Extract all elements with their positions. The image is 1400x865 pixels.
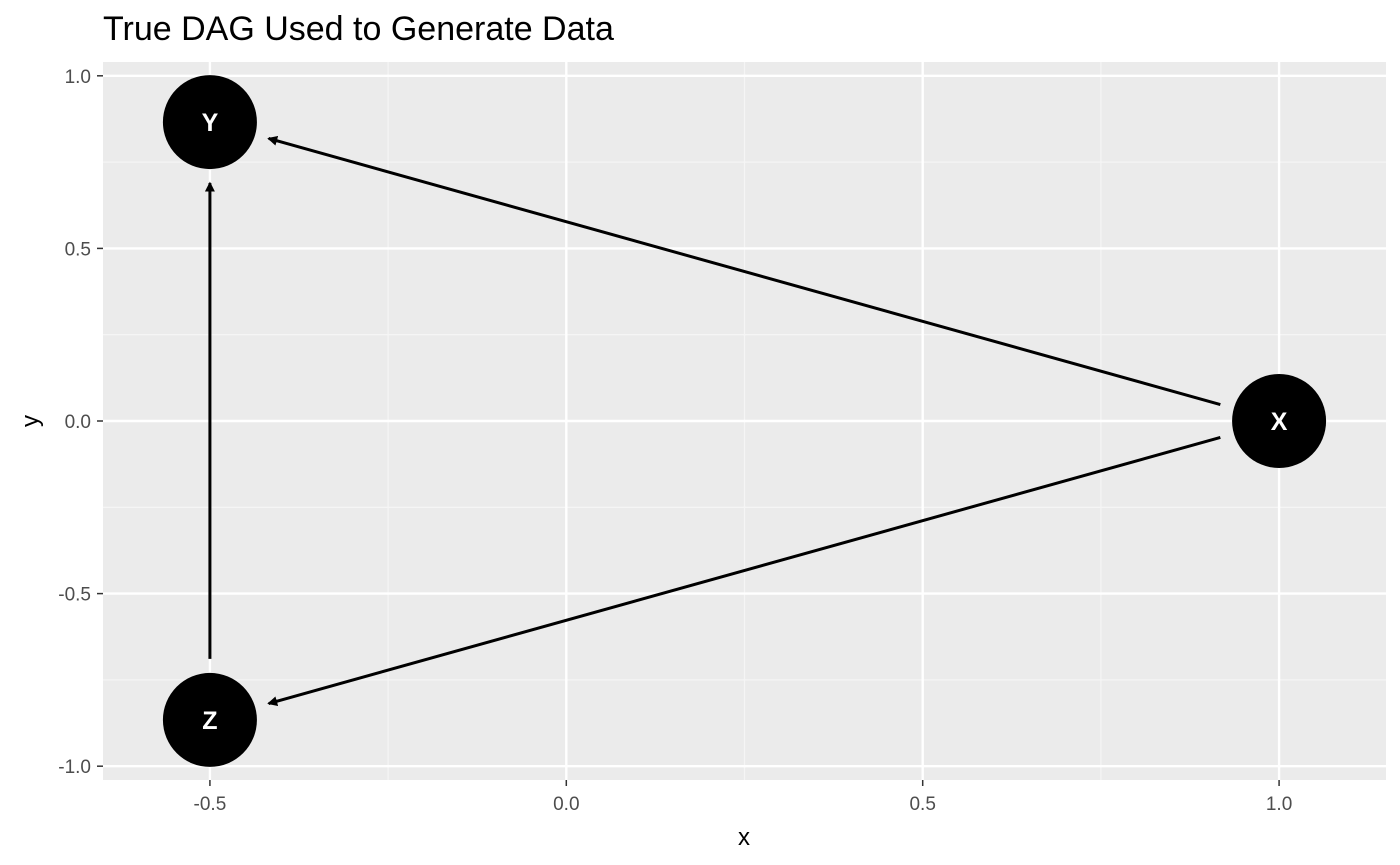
- plot-title: True DAG Used to Generate Data: [103, 10, 614, 48]
- x-axis-title: x: [738, 824, 750, 851]
- y-tick-label: 0.5: [65, 239, 91, 260]
- x-tick-label: -0.5: [194, 794, 227, 815]
- node-z-label: Z: [202, 707, 217, 735]
- node-y: [162, 75, 257, 170]
- x-axis-ticks: -0.5 0.0 0.5 1.0: [194, 780, 1292, 815]
- dag-edges: [204, 135, 1221, 707]
- x-tick-label: 0.0: [553, 794, 579, 815]
- node-x-label: X: [1271, 408, 1288, 436]
- node-y-label: Y: [202, 109, 219, 137]
- y-axis-title: y: [17, 415, 44, 427]
- x-tick-label: 1.0: [1266, 794, 1292, 815]
- edge-x-to-y: [267, 135, 1221, 407]
- node-z: [162, 672, 257, 767]
- edge-x-to-z: [267, 435, 1221, 707]
- dag-nodes: X Y Z: [162, 75, 1327, 767]
- y-tick-label: 1.0: [65, 67, 91, 88]
- y-tick-label: 0.0: [65, 412, 91, 433]
- x-tick-label: 0.5: [909, 794, 935, 815]
- y-axis-ticks: -1.0 -0.5 0.0 0.5 1.0: [58, 67, 103, 778]
- node-x: [1232, 374, 1327, 468]
- y-tick-label: -1.0: [58, 757, 91, 778]
- y-tick-label: -0.5: [58, 585, 91, 606]
